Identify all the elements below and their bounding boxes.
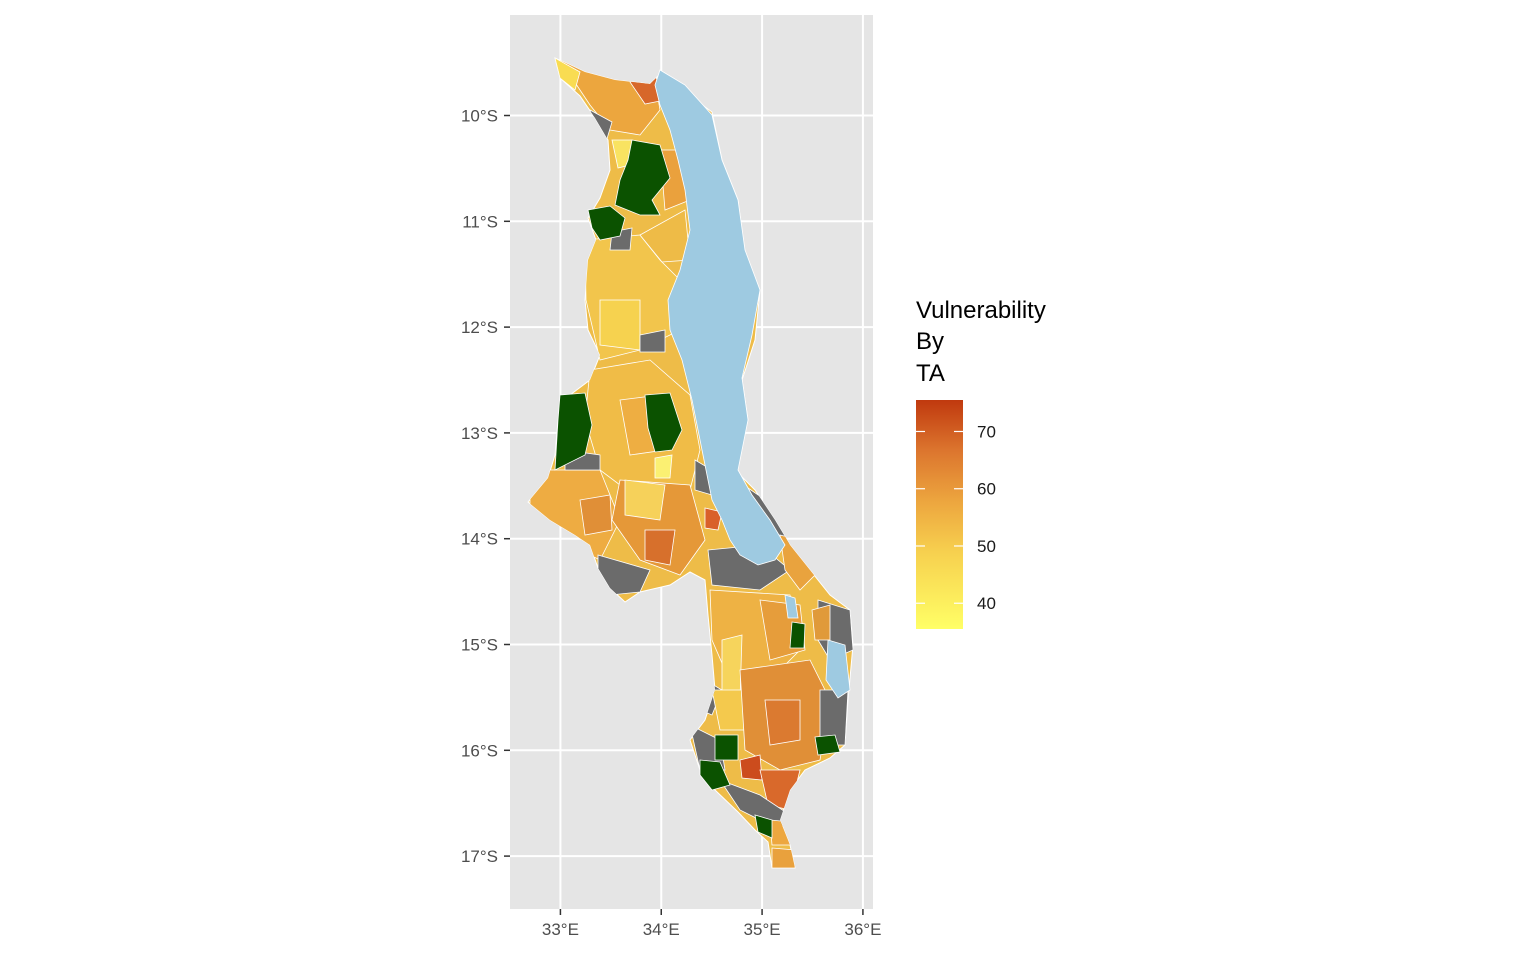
protected-area xyxy=(554,392,593,471)
legend-tick-label: 70 xyxy=(977,422,996,441)
y-axis: 10°S 11°S 12°S 13°S 14°S 15°S 16°S 17°S xyxy=(461,107,510,866)
ta-regions xyxy=(529,58,853,868)
y-tick-label: 11°S xyxy=(462,212,498,231)
legend-title-line-2: By xyxy=(916,328,944,355)
x-tick-label: 36°E xyxy=(844,920,881,939)
legend-ticks: 70 60 50 40 xyxy=(916,422,996,613)
legend-title-line-3: TA xyxy=(916,360,945,387)
protected-area xyxy=(614,139,671,216)
lake-chilwa xyxy=(825,639,851,699)
ta-region xyxy=(771,847,796,868)
ta-region xyxy=(624,479,666,521)
ta-region xyxy=(579,494,613,536)
protected-area xyxy=(814,734,841,756)
ta-region xyxy=(764,699,801,746)
lake-malawi xyxy=(654,69,786,566)
y-tick-label: 17°S xyxy=(461,847,498,866)
lake-malombe xyxy=(784,594,799,619)
ta-region xyxy=(639,329,666,353)
ta-region xyxy=(599,299,641,351)
legend-colorbar xyxy=(916,400,963,629)
ta-region xyxy=(644,529,676,566)
protected-area xyxy=(789,621,806,649)
y-tick-label: 13°S xyxy=(461,424,498,443)
legend-tick-label: 50 xyxy=(977,537,996,556)
legend-tick-label: 60 xyxy=(977,480,996,499)
y-tick-label: 15°S xyxy=(461,636,498,655)
ta-region xyxy=(704,507,723,531)
protected-area xyxy=(699,759,731,791)
y-tick-label: 10°S xyxy=(461,107,498,126)
x-axis: 33°E 34°E 35°E 36°E xyxy=(542,909,881,939)
protected-area xyxy=(587,205,626,241)
x-tick-label: 33°E xyxy=(542,920,579,939)
legend: Vulnerability By TA 70 60 50 40 xyxy=(916,297,1046,629)
y-tick-label: 12°S xyxy=(461,318,498,337)
y-tick-label: 16°S xyxy=(461,741,498,760)
protected-areas xyxy=(554,139,841,839)
y-tick-label: 14°S xyxy=(461,530,498,549)
ta-region xyxy=(811,604,831,641)
protected-area xyxy=(644,392,683,453)
x-tick-label: 34°E xyxy=(643,920,680,939)
malawi-map xyxy=(527,57,854,869)
x-tick-label: 35°E xyxy=(744,920,781,939)
protected-area xyxy=(714,734,739,761)
ta-region xyxy=(654,454,673,479)
legend-tick-label: 40 xyxy=(977,594,996,613)
protected-area xyxy=(754,814,773,839)
legend-title-line-1: Vulnerability xyxy=(916,297,1046,324)
